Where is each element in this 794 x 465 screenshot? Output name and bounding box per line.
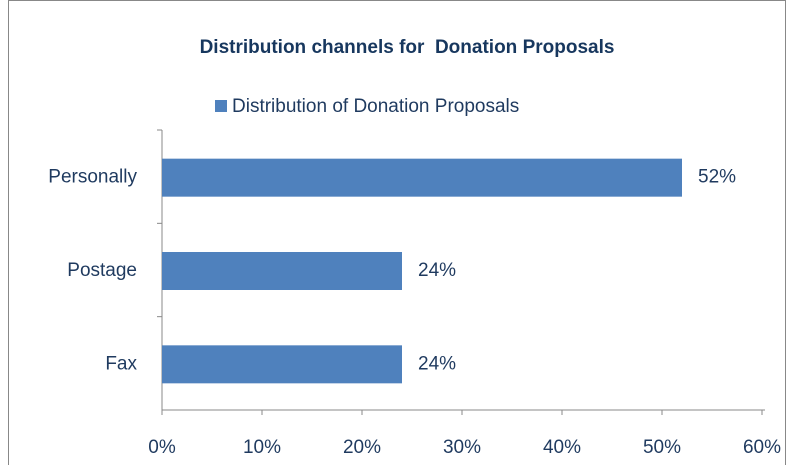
x-tick-label: 20% <box>343 437 381 458</box>
legend-label: Distribution of Donation Proposals <box>232 96 519 117</box>
y-tick-label: Fax <box>105 353 137 374</box>
legend-swatch <box>215 100 227 112</box>
x-tick-label: 60% <box>743 437 781 458</box>
x-tick-label: 0% <box>148 437 176 458</box>
chart-title: Distribution channels for Donation Propo… <box>200 37 615 58</box>
y-tick-label: Postage <box>67 260 137 281</box>
x-tick-label: 50% <box>643 437 681 458</box>
chart-border <box>8 0 786 465</box>
data-label: 24% <box>418 260 456 281</box>
bar <box>162 158 682 197</box>
data-label: 24% <box>418 353 456 374</box>
bar <box>162 345 402 384</box>
x-tick-label: 10% <box>243 437 281 458</box>
bar <box>162 252 402 290</box>
x-tick-label: 40% <box>543 437 581 458</box>
x-tick-label: 30% <box>443 437 481 458</box>
y-tick-label: Personally <box>48 167 137 188</box>
data-label: 52% <box>698 167 736 188</box>
